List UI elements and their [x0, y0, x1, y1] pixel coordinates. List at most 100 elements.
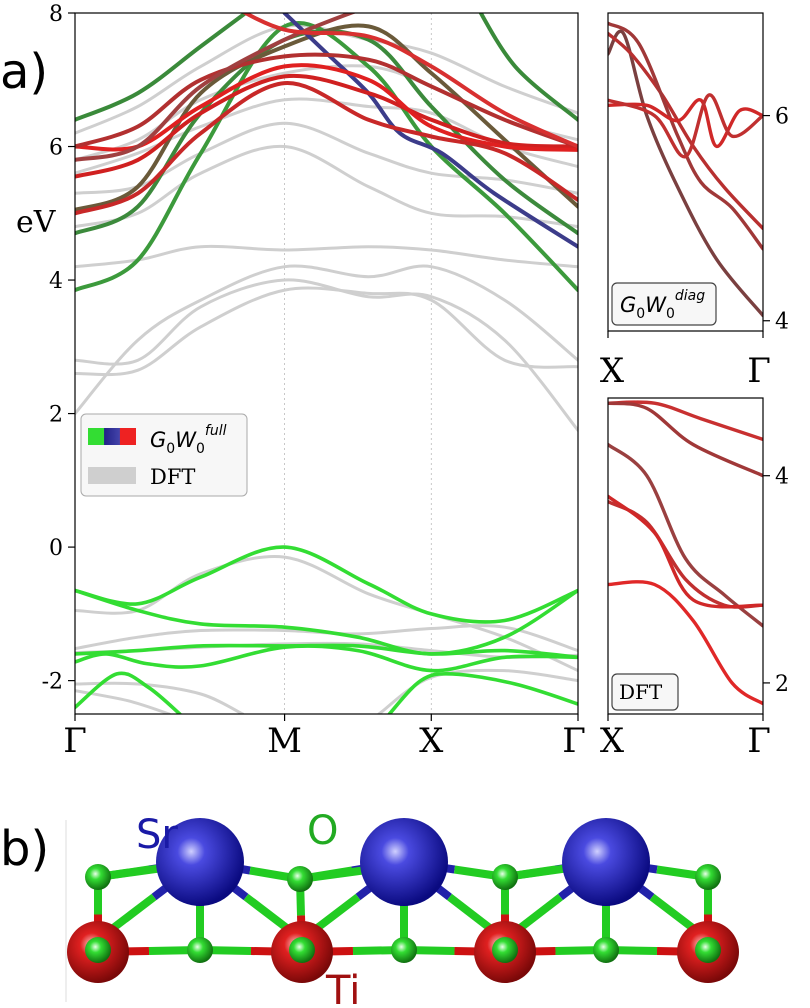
bond: [447, 893, 498, 936]
inset-diag-frame: [607, 12, 764, 332]
sr-atom: [562, 818, 650, 906]
atom-label-sr: Sr: [136, 812, 178, 858]
inset-diag-bands: [608, 21, 763, 318]
inset-dft-legend-label: DFT: [619, 680, 663, 704]
inset-y-tick-label: 6: [775, 105, 789, 130]
inset-band: [608, 401, 763, 478]
inset-band: [608, 494, 763, 609]
conduction-band: [75, 73, 578, 179]
inset-k-tick-label: X: [600, 721, 625, 761]
conduction-bands: [75, 13, 578, 293]
inset-band: [608, 400, 763, 442]
o-atom: [85, 937, 111, 963]
conduction-band: [75, 63, 578, 152]
conduction-band: [75, 23, 578, 212]
legend: G0W0full DFT: [80, 413, 248, 497]
dft-band: [75, 689, 171, 714]
y-tick-label: 0: [49, 536, 63, 561]
main-axes-frame: [74, 12, 579, 715]
inset-band: [608, 93, 763, 159]
band-structure-main: -2 0 2 4 6 8 Γ M X Γ eV G0W0full DFT: [16, 2, 586, 761]
valence-bands: [75, 545, 578, 714]
k-tick-label: Γ: [562, 721, 586, 761]
valence-band: [387, 671, 578, 714]
dft-band: [75, 121, 578, 195]
inset-dft-legend-box: [611, 673, 679, 711]
panel-label-a: a): [0, 44, 48, 100]
inset-dft-bands: [608, 400, 763, 706]
y-tick-label: -2: [42, 670, 63, 695]
inset-k-tick-label: Γ: [747, 721, 771, 761]
inset-band: [608, 29, 763, 318]
k-tick-label: Γ: [63, 721, 87, 761]
conduction-band: [75, 13, 357, 162]
legend-swatch-g0w0: [88, 428, 136, 445]
inset-dft-y-ticks: 24: [763, 465, 789, 697]
panel-label-b: b): [0, 821, 49, 877]
dft-band: [75, 244, 578, 269]
inset-band: [608, 442, 763, 628]
o-atom: [695, 864, 721, 890]
y-tick-label: 2: [49, 403, 63, 428]
o-atom: [85, 864, 111, 890]
inset-band: [608, 98, 763, 149]
dft-band: [75, 286, 578, 377]
dft-band: [75, 144, 578, 229]
inset-band: [608, 580, 763, 706]
bond: [512, 893, 563, 936]
valence-band: [75, 671, 182, 714]
sr-atom: [156, 818, 244, 906]
inset-diag-legend-box: [611, 282, 717, 326]
inset-diag-y-ticks: 46: [763, 105, 789, 335]
o-atom: [492, 937, 518, 963]
main-y-ticks: -2 0 2 4 6 8: [42, 2, 75, 695]
legend-label-dft: DFT: [150, 465, 195, 489]
inset-k-tick-label: X: [600, 351, 625, 391]
inset-dft-frame: [607, 397, 764, 715]
o-atom: [492, 864, 518, 890]
o-atom: [695, 937, 721, 963]
o-atom: [187, 937, 213, 963]
sr-atom: [360, 818, 448, 906]
o-atom: [287, 866, 313, 892]
k-tick-label: X: [419, 721, 444, 761]
bond: [649, 893, 701, 936]
dft-bands: [75, 24, 578, 714]
y-tick-label: 4: [49, 269, 63, 294]
k-tick-label: M: [267, 721, 302, 761]
bond: [243, 893, 295, 936]
valence-band: [75, 644, 578, 673]
dft-band: [377, 668, 578, 714]
atom-label-ti: Ti: [325, 968, 360, 1008]
dft-band: [75, 264, 578, 416]
bond: [309, 893, 361, 936]
conduction-band: [75, 52, 578, 149]
y-axis-label: eV: [16, 205, 57, 240]
valence-band: [75, 588, 578, 656]
legend-swatch-dft: [88, 467, 136, 484]
y-tick-label: 6: [49, 136, 63, 161]
inset-y-tick-label: 4: [775, 310, 789, 335]
bond: [105, 893, 157, 936]
dft-band: [75, 555, 578, 673]
o-atom: [289, 937, 315, 963]
k-gridlines: [284, 13, 432, 714]
y-tick-label: 8: [49, 2, 63, 27]
conduction-band: [478, 13, 578, 122]
conduction-band: [75, 81, 578, 216]
dft-band: [75, 278, 578, 432]
o-atom: [391, 937, 417, 963]
inset-y-tick-label: 4: [775, 465, 789, 490]
atom-label-o: O: [307, 808, 338, 854]
conduction-band: [75, 13, 249, 122]
conduction-band: [241, 13, 578, 149]
o-atom: [593, 937, 619, 963]
crystal-structure: [65, 818, 739, 1002]
conduction-band: [75, 20, 578, 293]
